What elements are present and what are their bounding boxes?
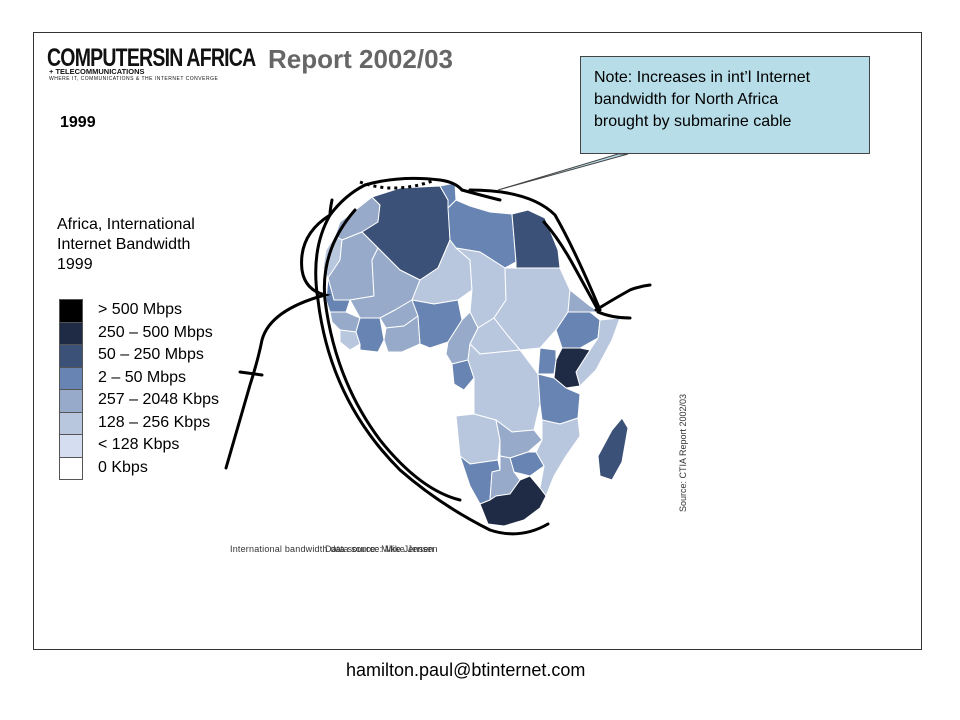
cable-west-top [238, 370, 264, 377]
country-mozambique [535, 417, 581, 497]
legend-label: > 500 Mbps [98, 301, 183, 318]
country-angola [455, 413, 501, 465]
legend-swatch [59, 299, 83, 322]
logo-tagline: WHERE IT, COMMUNICATIONS & THE INTERNET … [49, 76, 219, 82]
country-gabon [451, 359, 475, 391]
footer-email: hamilton.paul@btinternet.com [346, 660, 586, 680]
legend-swatch [59, 366, 83, 389]
logo-sub-text: + TELECOMMUNICATIONS [49, 67, 145, 76]
cable-red-sea [468, 188, 602, 312]
legend-labels: > 500 Mbps 250 – 500 Mbps 50 – 250 Mbps 2 –… [98, 299, 219, 479]
country-sudan [493, 267, 571, 351]
legend-swatch [59, 434, 83, 457]
cable-dotted-med [359, 178, 436, 190]
legend-label: 257 – 2048 Kbps [98, 391, 219, 408]
callout-line: Note: Increases in int’l Internet [594, 69, 811, 86]
legend-swatches [59, 299, 83, 480]
country-guinea [329, 311, 361, 333]
cable-med-2 [363, 176, 464, 192]
callout-note: Note: Increases in int’l Internet bandwi… [580, 56, 870, 154]
cable-med-gibraltar [328, 198, 334, 217]
legend-title-line: 1999 [57, 256, 93, 273]
legend-swatch [59, 321, 83, 344]
legend-title-line: Africa, International [57, 216, 195, 233]
country-cote-divoire [355, 317, 385, 353]
country-liberia [339, 329, 361, 351]
country-madagascar [597, 417, 629, 481]
legend-swatch [59, 411, 83, 434]
cable-arabian [596, 310, 632, 320]
legend-label: 250 – 500 Mbps [98, 323, 213, 341]
country-south-africa [479, 475, 547, 527]
cable-med-1 [328, 183, 367, 217]
country-egypt [511, 209, 561, 269]
legend-label: 0 Kbps [98, 458, 148, 476]
map-credit-overlay: Data source: Mike Jensen [325, 544, 434, 554]
cable-east-1 [542, 220, 600, 312]
legend-label: < 128 Kbps [98, 436, 180, 453]
legend-swatch [59, 389, 83, 412]
country-uganda [537, 347, 557, 375]
year-label: 1999 [60, 114, 96, 131]
cable-gulf [594, 283, 652, 312]
logo-main-text: COMPUTERSIN AFRICA [47, 44, 256, 72]
computers-in-africa-logo: COMPUTERSIN AFRICA + TELECOMMUNICATIONS … [47, 44, 262, 83]
map-credit: International bandwidth data source: Mik… [230, 544, 438, 554]
callout-line: bandwidth for North Africa [594, 91, 779, 108]
legend-label: 50 – 250 Mbps [98, 346, 204, 363]
cable-atlantic-west [224, 213, 332, 470]
report-title: Report 2002/03 [268, 44, 453, 74]
legend-label: 2 – 50 Mbps [98, 368, 187, 386]
cable-atlantic-coast [314, 213, 550, 536]
legend-swatch [59, 456, 83, 480]
legend-title-line: Internet Bandwidth [57, 236, 191, 253]
cable-north-east [460, 188, 502, 202]
callout-pointer [497, 153, 629, 191]
source-vertical: Source: CTIA Report 2002/03 [678, 393, 688, 512]
legend-label: 128 – 256 Kbps [98, 413, 211, 431]
legend-title: Africa, International Internet Bandwidth… [57, 215, 247, 275]
callout-line: brought by submarine cable [594, 113, 792, 130]
legend-swatch [59, 344, 83, 367]
cable-west-inner [322, 208, 462, 502]
